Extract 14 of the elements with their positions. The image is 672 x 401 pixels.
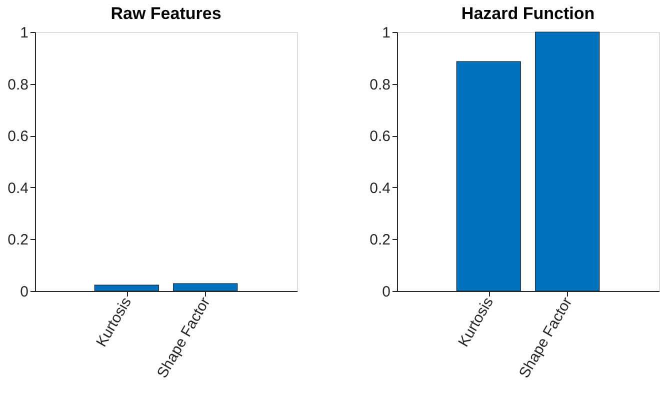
y-tick-label: 0.4 bbox=[370, 180, 390, 197]
chart-title: Raw Features bbox=[110, 4, 222, 23]
y-tick-label: 0 bbox=[20, 284, 28, 300]
y-tick-label: 0.2 bbox=[8, 232, 28, 249]
y-tick-label: 0.2 bbox=[370, 232, 390, 249]
y-tick-label: 0 bbox=[382, 284, 390, 300]
y-tick-label: 0.6 bbox=[370, 128, 390, 146]
y-tick-label: 1 bbox=[20, 24, 28, 42]
y-tick-label: 0.8 bbox=[8, 76, 28, 94]
y-tick-label: 1 bbox=[382, 24, 390, 42]
chart-title: Hazard Function bbox=[461, 4, 595, 23]
y-tick-label: 0.6 bbox=[8, 128, 28, 146]
y-tick-label: 0.4 bbox=[8, 180, 28, 197]
y-tick-label: 0.8 bbox=[370, 76, 390, 94]
